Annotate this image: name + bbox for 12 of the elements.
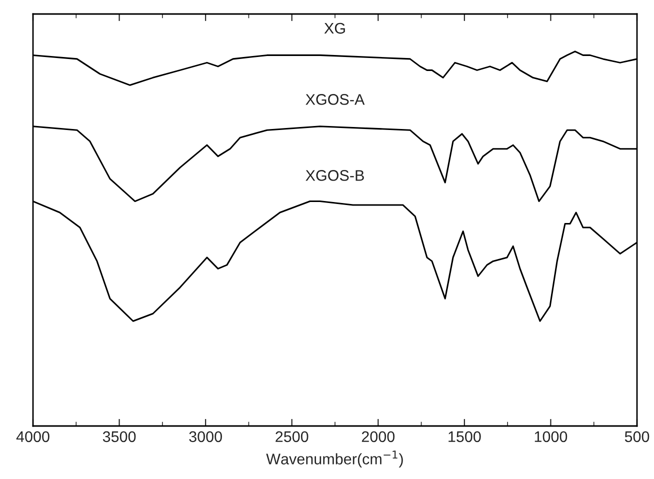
series-label: XG [324,22,345,34]
x-tick-label: 2000 [362,431,395,442]
x-axis-title: Wavenumber(cm$^{−1}$) [266,450,403,468]
series-label: XGOS-A [306,94,365,105]
x-tick-label: 3500 [102,431,136,442]
series-label: XGOS-B [306,170,364,181]
x-tick-label: 3000 [189,431,222,442]
x-tick-label: 4000 [16,431,50,442]
x-tick-label: 1000 [534,431,568,442]
x-tick-label: 1500 [448,431,481,442]
x-tick-label: 500 [624,431,650,442]
x-tick-label: 2500 [276,431,308,442]
